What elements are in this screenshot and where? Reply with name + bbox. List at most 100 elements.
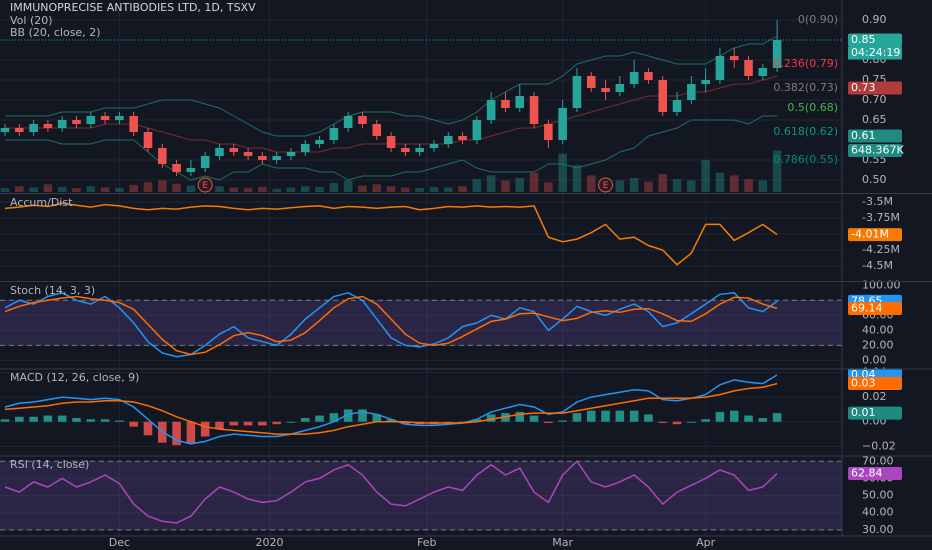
earnings-marker [598, 177, 614, 193]
volume-bar [315, 186, 324, 192]
countdown-label: 04:24:19 [851, 46, 900, 59]
indicator-label: BB (20, close, 2) [10, 26, 101, 39]
histogram-bar [243, 421, 253, 426]
candle-body [100, 116, 110, 120]
volume-bar [744, 179, 753, 192]
histogram-bar [358, 409, 367, 422]
last-value-label: 62.84 [851, 467, 883, 480]
y-tick-label: 40.00 [862, 506, 894, 519]
last-value-label: 648.367K [851, 144, 904, 157]
histogram-bar [286, 421, 296, 423]
volume-bar [243, 188, 253, 192]
candle-body [772, 40, 782, 68]
series-line [4, 292, 778, 358]
histogram-bar [386, 419, 396, 422]
histogram-bar [615, 410, 625, 422]
histogram-bar [100, 419, 110, 422]
histogram-bar [715, 411, 725, 422]
y-tick-label: 20.00 [862, 338, 894, 351]
candle-body [158, 148, 167, 164]
volume-bar [644, 181, 653, 192]
x-tick-label: Mar [552, 536, 573, 549]
fib-label: 0.618(0.62) [773, 125, 838, 138]
histogram-bar [86, 419, 96, 422]
candle-body [558, 108, 567, 140]
candle-body [15, 128, 24, 132]
last-value-box [848, 377, 902, 391]
histogram-bar [401, 421, 410, 425]
histogram-bar [15, 416, 24, 422]
y-tick-label: -4.5M [862, 259, 893, 272]
volume-bar [515, 177, 525, 192]
last-value-label: 0.03 [851, 377, 876, 390]
candle-body [615, 84, 625, 92]
candle-body [401, 148, 410, 152]
candle-body [486, 100, 496, 120]
volume-bar [172, 183, 181, 192]
histogram-bar [258, 421, 267, 426]
candle-body [29, 124, 38, 132]
candle-body [658, 80, 668, 112]
candle-body [758, 68, 768, 76]
histogram-bar [658, 421, 668, 423]
last-value-label: 0.85 [851, 33, 876, 46]
histogram-bar [315, 415, 324, 422]
volume-bar [472, 179, 482, 192]
y-tick-label: 100.00 [862, 278, 901, 291]
candle-body [429, 144, 439, 148]
candle-body [315, 140, 324, 144]
volume-bar [443, 187, 453, 192]
volume-bar [372, 184, 382, 192]
volume-bar [501, 180, 510, 192]
volume-bar [572, 165, 582, 192]
volume-bar [115, 188, 124, 192]
volume-bar [715, 172, 725, 192]
histogram-bar [29, 416, 38, 422]
candle-body [572, 76, 582, 108]
candle-body [57, 120, 67, 128]
histogram-bar [129, 421, 138, 427]
candle-body [715, 56, 725, 80]
volume-bar [529, 172, 539, 192]
y-tick-label: 50.00 [862, 489, 894, 502]
histogram-bar [200, 421, 210, 437]
candle-body [258, 156, 267, 160]
volume-bar [586, 175, 596, 192]
candle-body [329, 128, 339, 140]
band-fill [0, 461, 842, 530]
histogram-bar [729, 410, 739, 422]
candle-body [200, 156, 210, 168]
candle-body [143, 132, 153, 148]
volume-bar [415, 188, 424, 192]
candle-body [672, 100, 682, 112]
last-value-label: 0.61 [851, 129, 876, 142]
histogram-bar [300, 418, 310, 422]
volume-bar [0, 188, 10, 192]
volume-bar [544, 182, 553, 192]
panel-title: IMMUNOPRECISE ANTIBODIES LTD, 1D, TSXV [10, 1, 256, 14]
last-value-label: 0.73 [851, 81, 876, 94]
histogram-bar [143, 421, 153, 436]
volume-bar [86, 186, 96, 192]
volume-bar [329, 183, 339, 192]
histogram-bar [472, 419, 482, 422]
candle-body [343, 116, 353, 128]
histogram-bar [486, 414, 496, 422]
candle-body [229, 148, 239, 152]
fib-label: 0(0.90) [798, 13, 838, 26]
candle-body [515, 96, 525, 108]
histogram-bar [72, 418, 81, 422]
volume-bar [57, 186, 67, 192]
x-tick-label: Apr [696, 536, 716, 549]
y-tick-label: 30.00 [862, 523, 894, 536]
last-value-box [848, 129, 902, 143]
candle-body [86, 116, 96, 124]
volume-bar [272, 188, 281, 192]
volume-bar [386, 186, 396, 192]
volume-bar [43, 184, 53, 192]
y-tick-label: 0.90 [862, 13, 887, 26]
earnings-marker [197, 177, 213, 193]
volume-bar [729, 175, 739, 192]
volume-bar [300, 186, 310, 192]
